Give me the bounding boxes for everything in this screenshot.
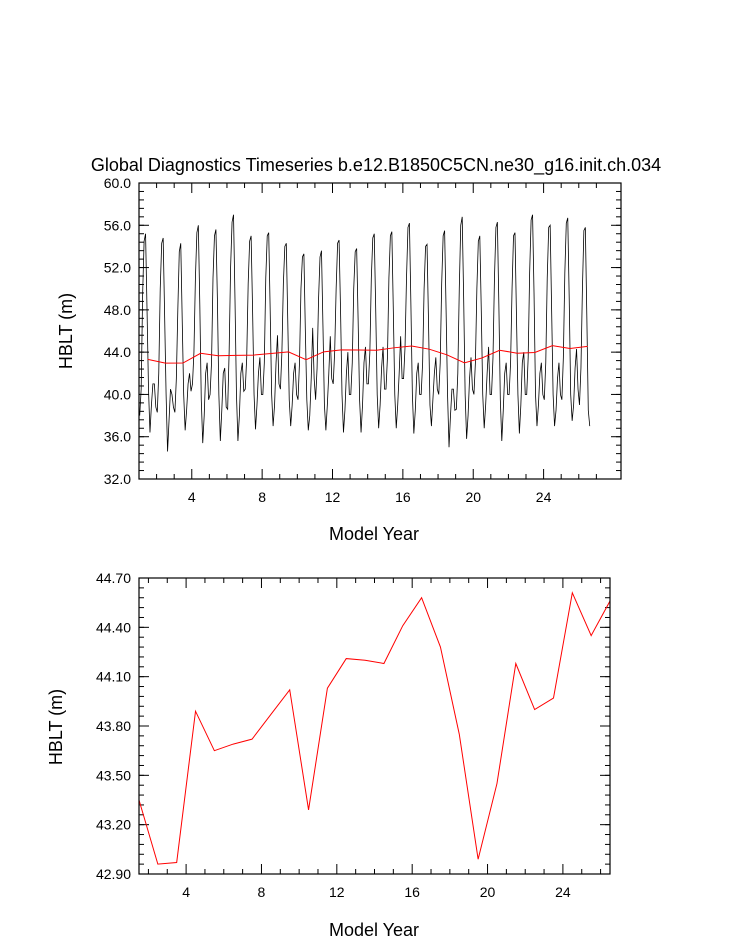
bottom-x-tick-label: 4 [182,884,190,900]
top-y-tick-label: 60.0 [104,175,131,191]
bottom-y-tick-label: 43.80 [96,718,131,734]
top-x-tick-label: 16 [395,489,411,505]
top-y-tick-label: 52.0 [104,260,131,276]
top-y-tick-label: 32.0 [104,471,131,487]
bottom-series-line-0 [139,591,610,865]
top-series-line-1 [147,345,588,364]
bottom-plot-frame [138,577,611,875]
bottom-x-tick-label: 12 [329,884,345,900]
bottom-x-tick-label: 20 [480,884,496,900]
bottom-y-axis-label: HBLT (m) [46,689,66,765]
top-plot-frame [138,182,622,480]
top-x-tick-label: 12 [325,489,341,505]
bottom-y-tick-label: 44.40 [96,619,131,635]
top-y-tick-label: 48.0 [104,302,131,318]
top-y-tick-label: 40.0 [104,386,131,402]
bottom-y-tick-label: 43.20 [96,817,131,833]
top-x-tick-label: 20 [465,489,481,505]
top-x-tick-label: 8 [258,489,266,505]
top-y-tick-label: 56.0 [104,217,131,233]
bottom-y-tick-label: 44.10 [96,669,131,685]
bottom-y-tick-label: 42.90 [96,866,131,882]
top-y-tick-label: 44.0 [104,344,131,360]
top-y-tick-label: 36.0 [104,429,131,445]
top-series-line-0 [139,214,591,452]
bottom-y-tick-label: 44.70 [96,570,131,586]
top-x-tick-label: 4 [188,489,196,505]
top-x-tick-label: 24 [536,489,552,505]
top-y-axis-label: HBLT (m) [56,293,76,369]
top-x-axis-label: Model Year [329,524,419,544]
bottom-y-tick-label: 43.50 [96,767,131,783]
bottom-x-axis-label: Model Year [329,920,419,940]
top-panel: 32.0 36.0 40.0 44.0 48.0 52.0 56.0 60.0 4 8 12 16 20… [104,175,622,505]
chart-title: Global Diagnostics Timeseries b.e12.B185… [91,155,661,176]
bottom-panel: 42.90 43.20 43.50 43.80 44.10 44.40 44.70 4 8 12 1… [96,570,611,900]
bottom-x-tick-label: 16 [404,884,420,900]
bottom-x-tick-label: 24 [555,884,571,900]
bottom-x-tick-label: 8 [258,884,266,900]
